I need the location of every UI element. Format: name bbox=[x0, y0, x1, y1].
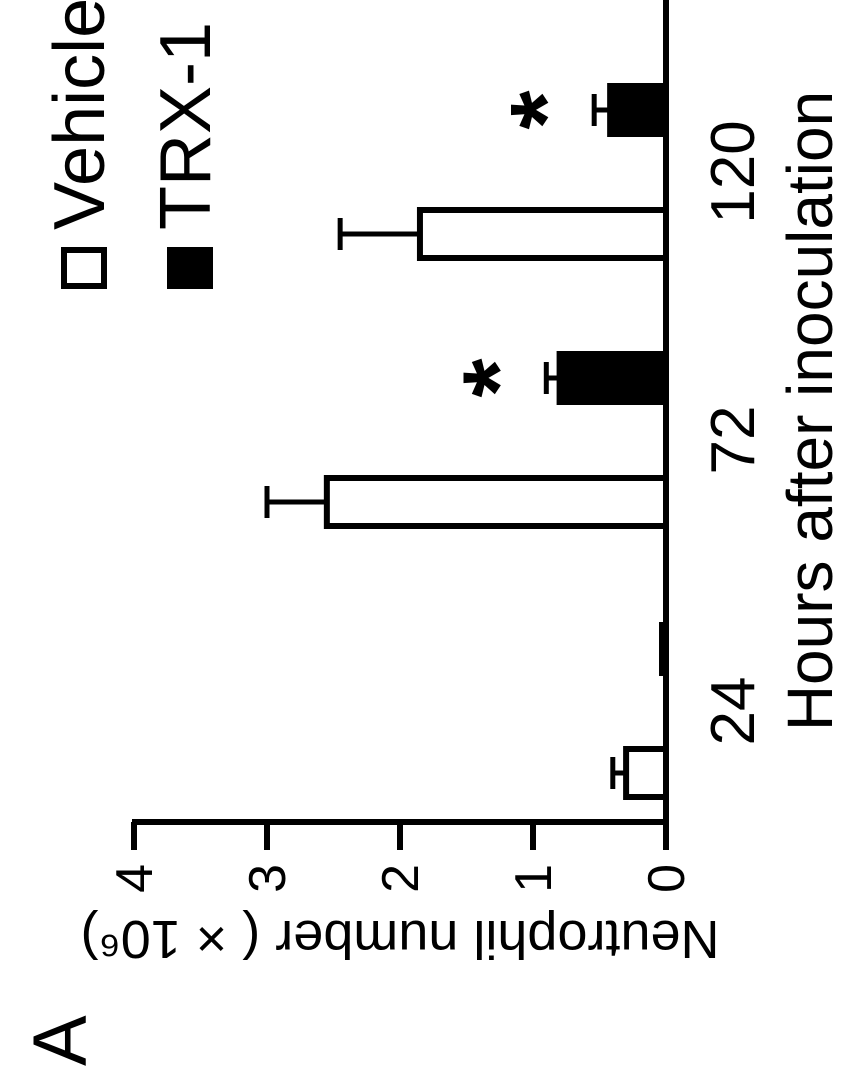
rotated-plot: 0 1 2 3 4 * * 24 72 120 Hours after inoculation Neu… bbox=[40, 0, 846, 969]
legend-swatch-trx-1 bbox=[167, 247, 213, 289]
legend-swatch-vehicle bbox=[61, 247, 107, 289]
bar-trx-1-120 bbox=[607, 83, 670, 137]
legend-label-vehicle: Vehicle bbox=[40, 0, 120, 230]
y-tick-label-2: 2 bbox=[372, 864, 430, 893]
y-tick-label-3: 3 bbox=[239, 864, 297, 893]
x-tick-label-120: 120 bbox=[699, 120, 768, 223]
y-tick-label-1: 1 bbox=[505, 864, 563, 893]
y-axis-title: Neutrophil number ( × 10⁶) bbox=[80, 909, 719, 969]
panel-label: A bbox=[18, 1015, 103, 1066]
significance-marker-72: * bbox=[442, 358, 554, 397]
significance-marker-120: * bbox=[490, 90, 602, 129]
x-axis-title: Hours after inoculation bbox=[774, 91, 846, 731]
y-tick-label-0: 0 bbox=[638, 864, 696, 893]
legend-label-trx-1: TRX-1 bbox=[146, 22, 226, 230]
bar-vehicle-120 bbox=[416, 207, 670, 261]
bar-vehicle-72 bbox=[323, 475, 669, 529]
bar-trx-1-24 bbox=[659, 622, 670, 676]
bar-trx-1-72 bbox=[556, 351, 669, 405]
x-tick-label-72: 72 bbox=[699, 406, 768, 475]
y-tick-label-4: 4 bbox=[106, 864, 164, 893]
x-tick-label-24: 24 bbox=[699, 677, 768, 746]
bar-vehicle-24 bbox=[623, 746, 669, 800]
